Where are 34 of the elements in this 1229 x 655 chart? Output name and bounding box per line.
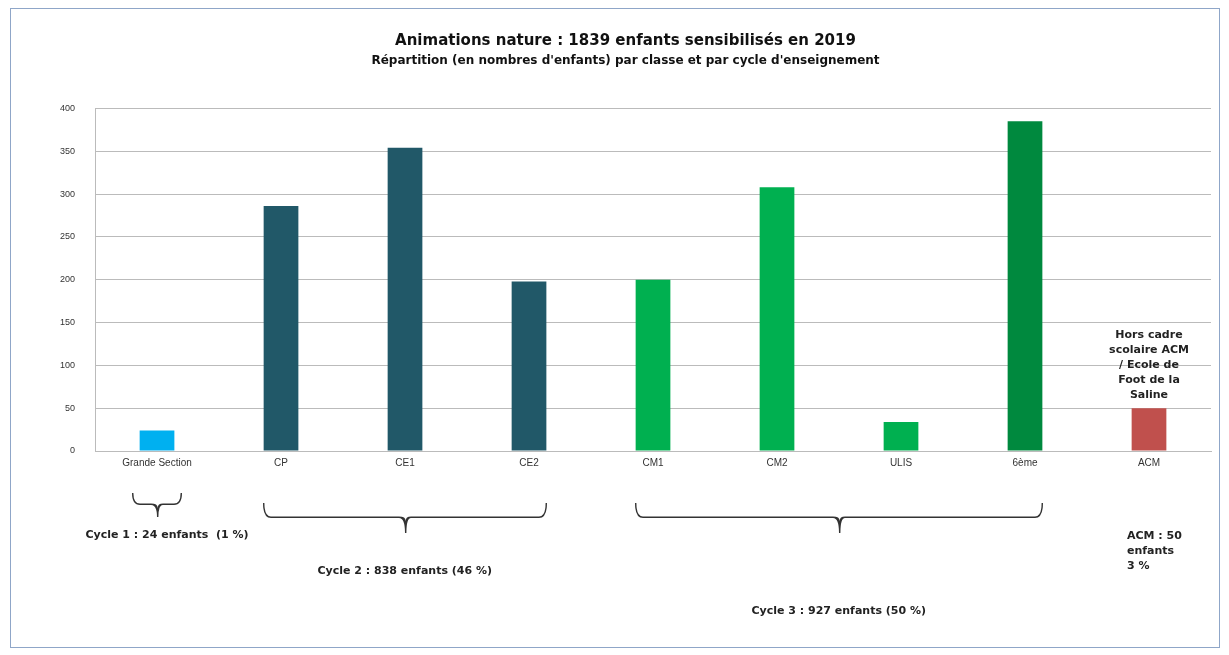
text: Cycle 3 : 927 enfants (50 %) bbox=[751, 603, 927, 618]
text: Cycle 1 : 24 enfants (1 %) bbox=[85, 527, 249, 542]
x-tick-label: ULIS bbox=[889, 456, 913, 468]
y-tick-label: 50 bbox=[65, 402, 76, 413]
bar bbox=[883, 421, 919, 451]
x-tick-label: CM2 bbox=[766, 456, 788, 468]
y-tick-label: 350 bbox=[59, 145, 76, 156]
y-tick-label: 200 bbox=[59, 274, 76, 285]
bar bbox=[511, 281, 547, 451]
chart-title: Animations nature : 1839 enfants sensibilisés en 2019 bbox=[395, 30, 856, 49]
bar bbox=[263, 206, 299, 451]
y-tick-label: 300 bbox=[59, 188, 76, 199]
y-tick-label: 0 bbox=[70, 445, 76, 456]
x-tick-label: Grande Section bbox=[122, 456, 192, 468]
chart-subtitle: Répartition (en nombres d'enfants) par classe et par cycle d'enseignement bbox=[371, 53, 880, 68]
x-tick-label: CE2 bbox=[519, 456, 540, 468]
bar bbox=[387, 147, 423, 451]
bar bbox=[1007, 121, 1043, 451]
x-tick-label: ACM bbox=[1137, 456, 1161, 468]
x-tick-label: CE1 bbox=[395, 456, 416, 468]
x-tick-label: CP bbox=[274, 456, 289, 468]
y-tick-label: 400 bbox=[59, 102, 76, 113]
y-tick-label: 250 bbox=[59, 231, 76, 242]
bar bbox=[759, 187, 795, 451]
x-tick-label: 6ème bbox=[1012, 456, 1038, 468]
bar bbox=[139, 430, 175, 451]
bar bbox=[635, 279, 671, 451]
x-tick-label: CM1 bbox=[642, 456, 664, 468]
text: Cycle 2 : 838 enfants (46 %) bbox=[317, 563, 493, 578]
annotation: Hors cadre scolaire ACM / Ecole de Foot de la Saline bbox=[1109, 328, 1189, 402]
bar bbox=[1131, 408, 1167, 451]
y-tick-label: 100 bbox=[59, 359, 76, 370]
y-tick-label: 150 bbox=[59, 317, 76, 328]
text: ACM : 50 enfants 3 % bbox=[1127, 528, 1183, 573]
